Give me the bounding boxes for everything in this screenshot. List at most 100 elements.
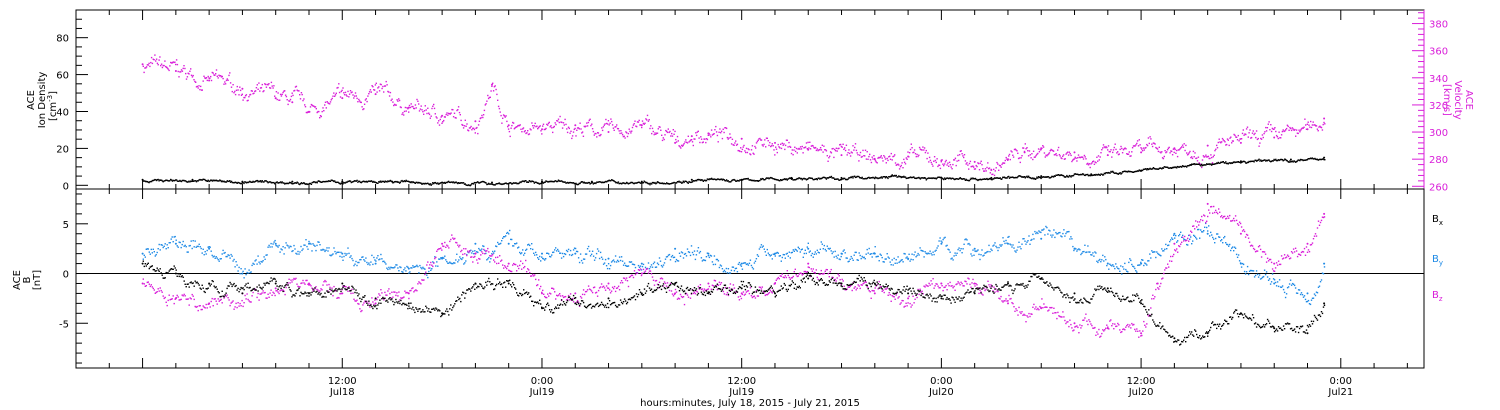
velocity-point bbox=[851, 152, 853, 154]
ion-density-point bbox=[815, 178, 818, 180]
velocity-point bbox=[241, 93, 243, 95]
velocity-point bbox=[1161, 151, 1163, 153]
b-y-point bbox=[858, 252, 860, 254]
velocity-point bbox=[1270, 130, 1273, 133]
velocity-point bbox=[464, 119, 466, 121]
ion-density-point bbox=[956, 178, 958, 180]
b-y-point bbox=[375, 260, 377, 262]
ion-density-point bbox=[398, 182, 401, 184]
b-y-point bbox=[1209, 235, 1211, 237]
ion-density-point bbox=[201, 179, 203, 181]
ion-density-point bbox=[1119, 172, 1121, 174]
b-y-point bbox=[857, 259, 859, 261]
b-y-point bbox=[460, 257, 462, 260]
b-y-point bbox=[289, 245, 291, 247]
ion-density-point bbox=[1126, 170, 1128, 173]
b-z-point bbox=[496, 262, 498, 265]
velocity-point bbox=[1324, 123, 1326, 125]
b-y-point bbox=[525, 249, 527, 251]
b-y-point bbox=[902, 261, 904, 263]
b-y-point bbox=[854, 251, 856, 254]
b-z-point bbox=[452, 237, 454, 239]
b-z-point bbox=[330, 289, 332, 292]
ion-density-point bbox=[936, 177, 938, 179]
ion-density-point bbox=[676, 181, 679, 183]
b-y-point bbox=[291, 250, 293, 253]
b-z-point bbox=[157, 288, 159, 290]
b-y-point bbox=[1076, 250, 1078, 252]
b-y-point bbox=[208, 247, 211, 250]
ion-density-point bbox=[965, 178, 967, 181]
b-y-point bbox=[1029, 243, 1031, 245]
velocity-point bbox=[275, 91, 278, 93]
b-z-point bbox=[864, 281, 866, 283]
velocity-point bbox=[371, 85, 373, 87]
velocity-point bbox=[968, 168, 970, 170]
b-z-point bbox=[186, 298, 188, 300]
ion-density-point bbox=[978, 178, 981, 181]
velocity-point bbox=[935, 161, 937, 164]
velocity-point bbox=[759, 137, 761, 140]
ion-density-point bbox=[472, 182, 474, 185]
ion-density-point bbox=[930, 177, 932, 179]
ion-density-point bbox=[937, 176, 939, 178]
ion-density-point bbox=[571, 182, 573, 184]
velocity-point bbox=[369, 89, 372, 91]
b-z-point bbox=[566, 298, 569, 300]
b-y-point bbox=[637, 264, 640, 267]
ion-density-point bbox=[720, 178, 722, 180]
velocity-point bbox=[1065, 153, 1067, 155]
b-y-point bbox=[812, 256, 814, 258]
b-z-point bbox=[640, 274, 643, 277]
b-y-point bbox=[259, 263, 261, 265]
ion-density-point bbox=[997, 177, 999, 179]
ion-density-point bbox=[503, 183, 506, 185]
b-z-point bbox=[192, 295, 194, 297]
b-y-point bbox=[521, 252, 523, 254]
velocity-point bbox=[634, 120, 636, 122]
b-z-point bbox=[836, 277, 838, 279]
velocity-point bbox=[165, 66, 168, 68]
ion-density-point bbox=[1156, 168, 1159, 170]
b-y-point bbox=[567, 248, 570, 251]
velocity-point bbox=[466, 123, 468, 125]
velocity-point bbox=[898, 168, 901, 170]
velocity-point bbox=[938, 164, 941, 166]
ion-density-point bbox=[893, 175, 895, 177]
ion-density-point bbox=[525, 180, 527, 182]
velocity-point bbox=[993, 168, 995, 171]
velocity-point bbox=[560, 121, 562, 123]
b-y-point bbox=[523, 254, 525, 256]
b-y-point bbox=[1221, 239, 1223, 241]
ion-density-point bbox=[1102, 174, 1105, 176]
b-z-point bbox=[171, 298, 173, 300]
velocity-point bbox=[1046, 155, 1048, 157]
ion-density-point bbox=[372, 181, 374, 183]
velocity-point bbox=[1226, 143, 1228, 146]
b-z-point bbox=[403, 296, 405, 298]
b-z-point bbox=[724, 286, 727, 289]
b-y-point bbox=[721, 268, 724, 270]
b-y-point bbox=[1052, 234, 1054, 236]
velocity-point bbox=[873, 158, 876, 161]
ion-density-point bbox=[830, 175, 833, 178]
velocity-point bbox=[484, 104, 486, 106]
ion-density-point bbox=[666, 182, 668, 184]
velocity-point bbox=[425, 109, 427, 111]
ion-density-point bbox=[844, 178, 847, 181]
ion-density-point bbox=[663, 182, 665, 185]
b-y-point bbox=[528, 243, 530, 246]
ion-density-point bbox=[719, 179, 721, 181]
b-y-point bbox=[853, 254, 855, 256]
velocity-point bbox=[517, 125, 519, 127]
b-z-point bbox=[339, 293, 341, 295]
b-z-point bbox=[769, 289, 771, 292]
ion-density-point bbox=[622, 182, 625, 184]
velocity-point bbox=[973, 166, 975, 168]
b-y-point bbox=[1149, 253, 1151, 255]
b-y-point bbox=[586, 248, 589, 250]
velocity-point bbox=[622, 135, 625, 138]
velocity-point bbox=[230, 86, 233, 88]
velocity-point bbox=[1020, 157, 1022, 159]
velocity-point bbox=[244, 95, 247, 97]
